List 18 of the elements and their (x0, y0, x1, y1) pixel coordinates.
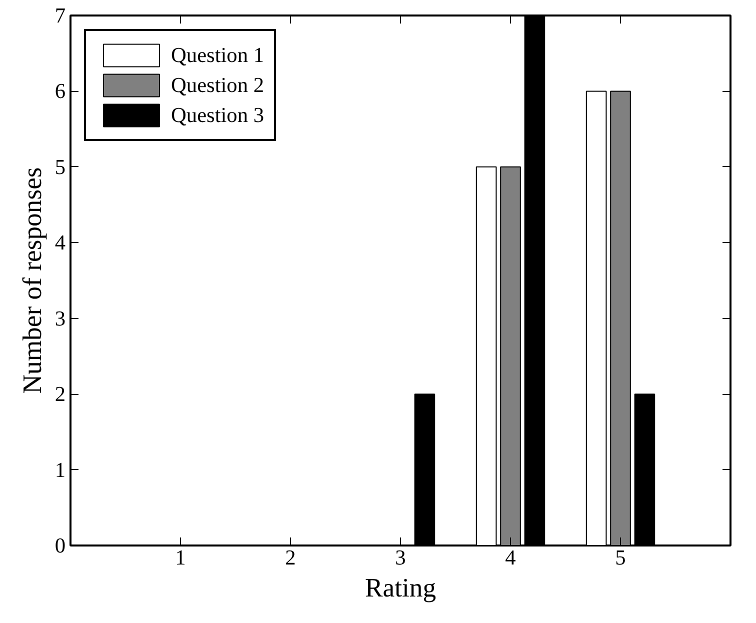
y-axis-title: Number of responses (16, 167, 47, 394)
legend-label: Question 2 (171, 72, 264, 98)
y-tick-label: 3 (54, 306, 66, 330)
y-tick-label: 7 (54, 4, 66, 28)
x-tick-label: 5 (615, 546, 626, 570)
y-tick-label: 5 (54, 154, 66, 179)
x-tick-label: 1 (175, 546, 186, 570)
x-tick-label: 4 (505, 546, 516, 570)
y-tick-label: 0 (54, 534, 66, 558)
legend-label: Question 1 (171, 42, 264, 68)
legend-label: Question 3 (171, 102, 264, 128)
x-tick-label: 2 (285, 546, 296, 570)
y-tick-label: 1 (54, 458, 66, 482)
x-axis-title: Rating (364, 572, 436, 602)
x-tick-label: 3 (395, 546, 406, 570)
y-tick-label: 2 (54, 382, 66, 406)
y-tick-label: 6 (54, 79, 66, 104)
y-tick-label: 4 (54, 230, 66, 255)
